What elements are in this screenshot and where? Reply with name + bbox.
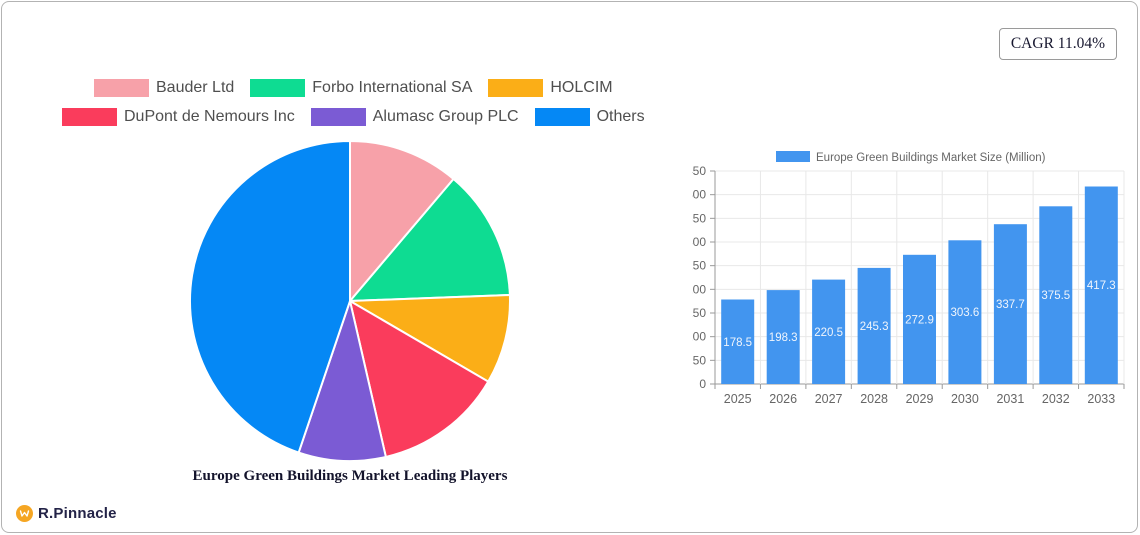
bar-value-label: 178.5 (723, 337, 752, 349)
bar-value-label: 245.3 (860, 321, 889, 333)
x-tick-label: 2029 (906, 392, 934, 406)
pie-legend-row-1: Bauder Ltd Forbo International SA HOLCIM (94, 79, 645, 97)
y-tick-label: 100 (692, 330, 706, 344)
bar-legend-label[interactable]: Europe Green Buildings Market Size (Mill… (816, 152, 1046, 164)
bar-2032[interactable] (1039, 206, 1073, 384)
pie-slice-alumasc-group-plc[interactable] (297, 300, 387, 462)
legend-swatch (250, 79, 306, 97)
legend-label: DuPont de Nemours Inc (124, 108, 295, 125)
legend-swatch (62, 108, 117, 126)
bar-legend-swatch[interactable] (776, 151, 810, 162)
pie-legend-row-2: DuPont de Nemours Inc Alumasc Group PLC Ot… (62, 108, 645, 126)
y-tick-label: 50 (693, 353, 707, 367)
brand-text: R.Pinnacle (38, 505, 117, 522)
legend-item-dupont-de-nemours-inc[interactable]: DuPont de Nemours Inc (62, 108, 295, 126)
x-tick-label: 2028 (860, 392, 888, 406)
pie-slice-bauder-ltd[interactable] (349, 140, 455, 302)
y-tick-label: 200 (692, 282, 706, 296)
bar-2026[interactable] (766, 290, 800, 384)
pie-legend: Bauder Ltd Forbo International SA HOLCIM D… (2, 79, 645, 126)
legend-swatch (534, 108, 590, 126)
y-tick-label: 250 (692, 259, 706, 273)
x-tick-label: 2025 (724, 392, 752, 406)
bar-2030[interactable] (948, 240, 982, 384)
bar-value-label: 220.5 (814, 327, 843, 339)
pie-chart (187, 138, 513, 464)
legend-label: Alumasc Group PLC (372, 108, 519, 125)
y-tick-label: 0 (699, 377, 706, 391)
x-tick-label: 2026 (769, 392, 797, 406)
y-tick-label: 450 (692, 164, 706, 178)
legend-swatch (94, 79, 149, 97)
bar-2025[interactable] (721, 299, 755, 385)
bar-chart: Europe Green Buildings Market Size (Mill… (686, 147, 1140, 412)
y-tick-label: 400 (692, 188, 706, 202)
legend-swatch (310, 108, 366, 126)
bar-2028[interactable] (857, 267, 891, 384)
bar-2029[interactable] (903, 254, 936, 384)
pie-slice-dupont-de-nemours-inc[interactable] (349, 300, 490, 458)
legend-item-holcim[interactable]: HOLCIM (488, 79, 613, 97)
brand: R.Pinnacle (16, 505, 117, 522)
bar-2033[interactable] (1084, 186, 1118, 385)
pie-slice-forbo-international-sa[interactable] (349, 178, 511, 302)
y-tick-label: 300 (692, 235, 706, 249)
cagr-badge: CAGR 11.04% (998, 28, 1117, 60)
y-tick-label: 150 (692, 306, 706, 320)
y-tick-label: 350 (692, 211, 706, 225)
bar-2031[interactable] (993, 224, 1027, 384)
legend-label: HOLCIM (550, 79, 613, 96)
x-tick-label: 2031 (996, 392, 1024, 406)
legend-item-forbo-international-sa[interactable]: Forbo International SA (250, 79, 472, 97)
x-tick-label: 2027 (815, 392, 843, 406)
pie-slice-holcim[interactable] (349, 293, 511, 383)
bar-value-label: 375.5 (1041, 290, 1070, 302)
legend-item-others[interactable]: Others (534, 108, 645, 126)
x-tick-label: 2032 (1042, 392, 1070, 406)
legend-label: Forbo International SA (312, 79, 473, 96)
brand-logo-icon (16, 505, 33, 522)
bar-value-label: 272.9 (905, 314, 934, 326)
x-tick-label: 2030 (951, 392, 979, 406)
bar-value-label: 337.7 (996, 299, 1025, 311)
pie-chart-title: Europe Green Buildings Market Leading Pl… (192, 468, 508, 484)
bar-value-label: 198.3 (769, 332, 798, 344)
legend-item-bauder-ltd[interactable]: Bauder Ltd (94, 79, 234, 97)
legend-label: Others (596, 108, 645, 125)
bar-2027[interactable] (812, 279, 846, 384)
pie-slice-others[interactable] (188, 140, 351, 454)
bar-value-label: 417.3 (1087, 280, 1116, 292)
legend-swatch (488, 79, 544, 97)
legend-label: Bauder Ltd (156, 79, 235, 96)
x-tick-label: 2033 (1087, 392, 1115, 406)
legend-item-alumasc-group-plc[interactable]: Alumasc Group PLC (310, 108, 519, 126)
bar-value-label: 303.6 (951, 307, 980, 319)
